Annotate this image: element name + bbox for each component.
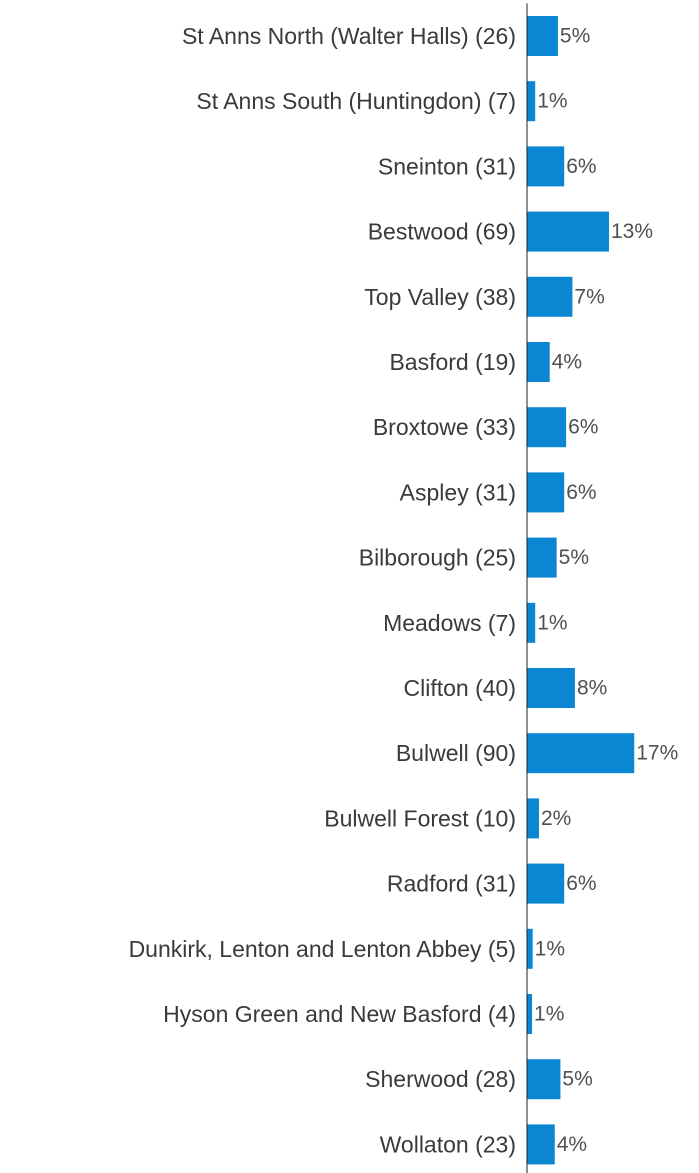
bar — [527, 342, 550, 382]
value-label: 17% — [636, 742, 678, 765]
bar — [527, 276, 573, 317]
bar — [527, 407, 567, 448]
category-label: Bilborough (25) — [359, 545, 516, 571]
value-label: 4% — [557, 1133, 587, 1156]
category-label: Sherwood (28) — [365, 1066, 516, 1092]
value-label: 4% — [552, 351, 582, 374]
category-label: Bulwell (90) — [396, 740, 516, 766]
bar — [527, 994, 533, 1034]
value-label: 2% — [541, 807, 571, 830]
value-label: 6% — [566, 481, 596, 504]
category-label: Clifton (40) — [404, 675, 516, 701]
bar — [527, 537, 557, 578]
bar — [527, 16, 558, 56]
bar — [527, 472, 565, 513]
bar — [527, 928, 533, 969]
category-label: Radford (31) — [387, 871, 516, 897]
value-label: 13% — [611, 220, 653, 243]
value-label: 7% — [574, 285, 604, 308]
value-label: 6% — [568, 416, 598, 439]
bar — [527, 798, 539, 839]
bar — [527, 668, 575, 708]
category-label: Meadows (7) — [383, 610, 516, 636]
category-label: St Anns North (Walter Halls) (26) — [182, 23, 516, 49]
value-label: 5% — [562, 1068, 592, 1091]
bar — [527, 602, 536, 643]
bar — [527, 1124, 555, 1165]
category-label: Dunkirk, Lenton and Lenton Abbey (5) — [129, 936, 516, 962]
bar — [527, 211, 609, 252]
value-label: 1% — [535, 937, 565, 960]
value-label: 5% — [559, 546, 589, 569]
category-label: St Anns South (Huntingdon) (7) — [196, 88, 516, 114]
category-label: Broxtowe (33) — [373, 414, 516, 440]
category-labels-group: St Anns North (Walter Halls) (26) St Anns… — [129, 23, 516, 1157]
bar — [527, 81, 536, 122]
value-label: 6% — [566, 155, 596, 178]
category-label: Wollaton (23) — [380, 1131, 516, 1157]
value-labels-group: 5% 1% 6% 13% 7% 4% 6% 6% 5% 1% 8% 17% 2% 6% 1% 1% 5% 4% — [534, 25, 678, 1156]
value-label: 1% — [534, 1003, 564, 1026]
bar — [527, 1059, 561, 1100]
category-label: Bulwell Forest (10) — [324, 805, 516, 831]
bar — [527, 733, 635, 774]
category-label: Aspley (31) — [400, 479, 516, 505]
category-label: Basford (19) — [389, 349, 516, 375]
value-label: 5% — [560, 25, 590, 48]
value-label: 6% — [566, 872, 596, 895]
bars-group — [527, 16, 635, 1165]
category-label: Hyson Green and New Basford (4) — [163, 1001, 516, 1027]
category-label: Bestwood (69) — [368, 219, 516, 245]
value-label: 1% — [537, 611, 567, 634]
category-label: Top Valley (38) — [364, 284, 516, 310]
value-label: 8% — [577, 677, 607, 700]
bar — [527, 146, 565, 187]
value-label: 1% — [537, 90, 567, 113]
category-label: Sneinton (31) — [378, 153, 516, 179]
bar — [527, 863, 565, 904]
